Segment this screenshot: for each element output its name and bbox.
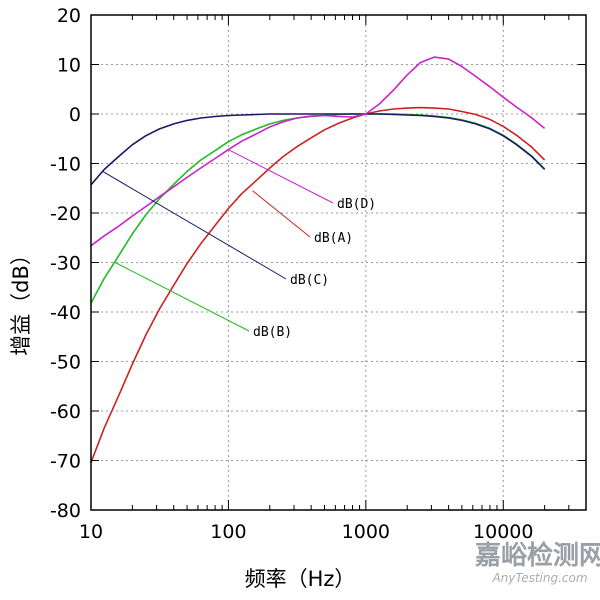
annotation-label-dbb: dB(B) <box>253 325 292 340</box>
y-tick-label: 10 <box>57 55 81 77</box>
y-tick-labels: 20 10 0 -10 -20 -30 -40 -50 -60 -70 -80 <box>50 5 81 522</box>
y-tick-label: -20 <box>50 203 81 225</box>
y-tick-label: -60 <box>50 401 81 423</box>
annotation-label-dba: dB(A) <box>314 231 353 246</box>
annotation-labels: dB(D) dB(A) dB(C) dB(B) <box>253 197 376 340</box>
curve-dba <box>90 106 546 463</box>
x-tick-label: 1000 <box>342 521 390 543</box>
curves <box>90 56 546 463</box>
y-tick-label: -50 <box>50 352 81 374</box>
leader-dbd <box>228 149 334 204</box>
watermark-text: 嘉峪检测网 <box>475 540 600 571</box>
leader-dba <box>252 190 311 238</box>
watermark-subtext: AnyTesting.com <box>491 571 587 585</box>
y-tick-label: 0 <box>69 104 81 126</box>
y-axis-title: 增益（dB） <box>9 244 33 356</box>
y-tick-label: 20 <box>57 5 81 27</box>
leader-dbb <box>114 262 250 332</box>
y-tick-label: -40 <box>50 302 81 324</box>
y-tick-label: -30 <box>50 253 81 275</box>
x-tick-label: 100 <box>210 521 246 543</box>
x-tick-label: 10000 <box>473 521 533 543</box>
x-axis-title: 频率（Hz） <box>245 567 356 591</box>
grid-lines <box>91 15 586 510</box>
watermark: 嘉峪检测网 AnyTesting.com <box>475 540 600 585</box>
y-tick-label: -70 <box>50 451 81 473</box>
x-tick-labels: 10 100 1000 10000 <box>79 521 534 543</box>
curve-dbd <box>90 56 546 247</box>
annotation-label-dbc: dB(C) <box>290 273 329 288</box>
annotation-label-dbd: dB(D) <box>337 197 376 212</box>
y-tick-label: -80 <box>50 500 81 522</box>
y-tick-label: -10 <box>50 154 81 176</box>
leader-dbc <box>101 170 287 280</box>
x-tick-label: 10 <box>79 521 103 543</box>
annotation-leaders <box>101 149 334 332</box>
axis-ticks <box>90 14 587 511</box>
curve-dbc <box>90 113 546 186</box>
